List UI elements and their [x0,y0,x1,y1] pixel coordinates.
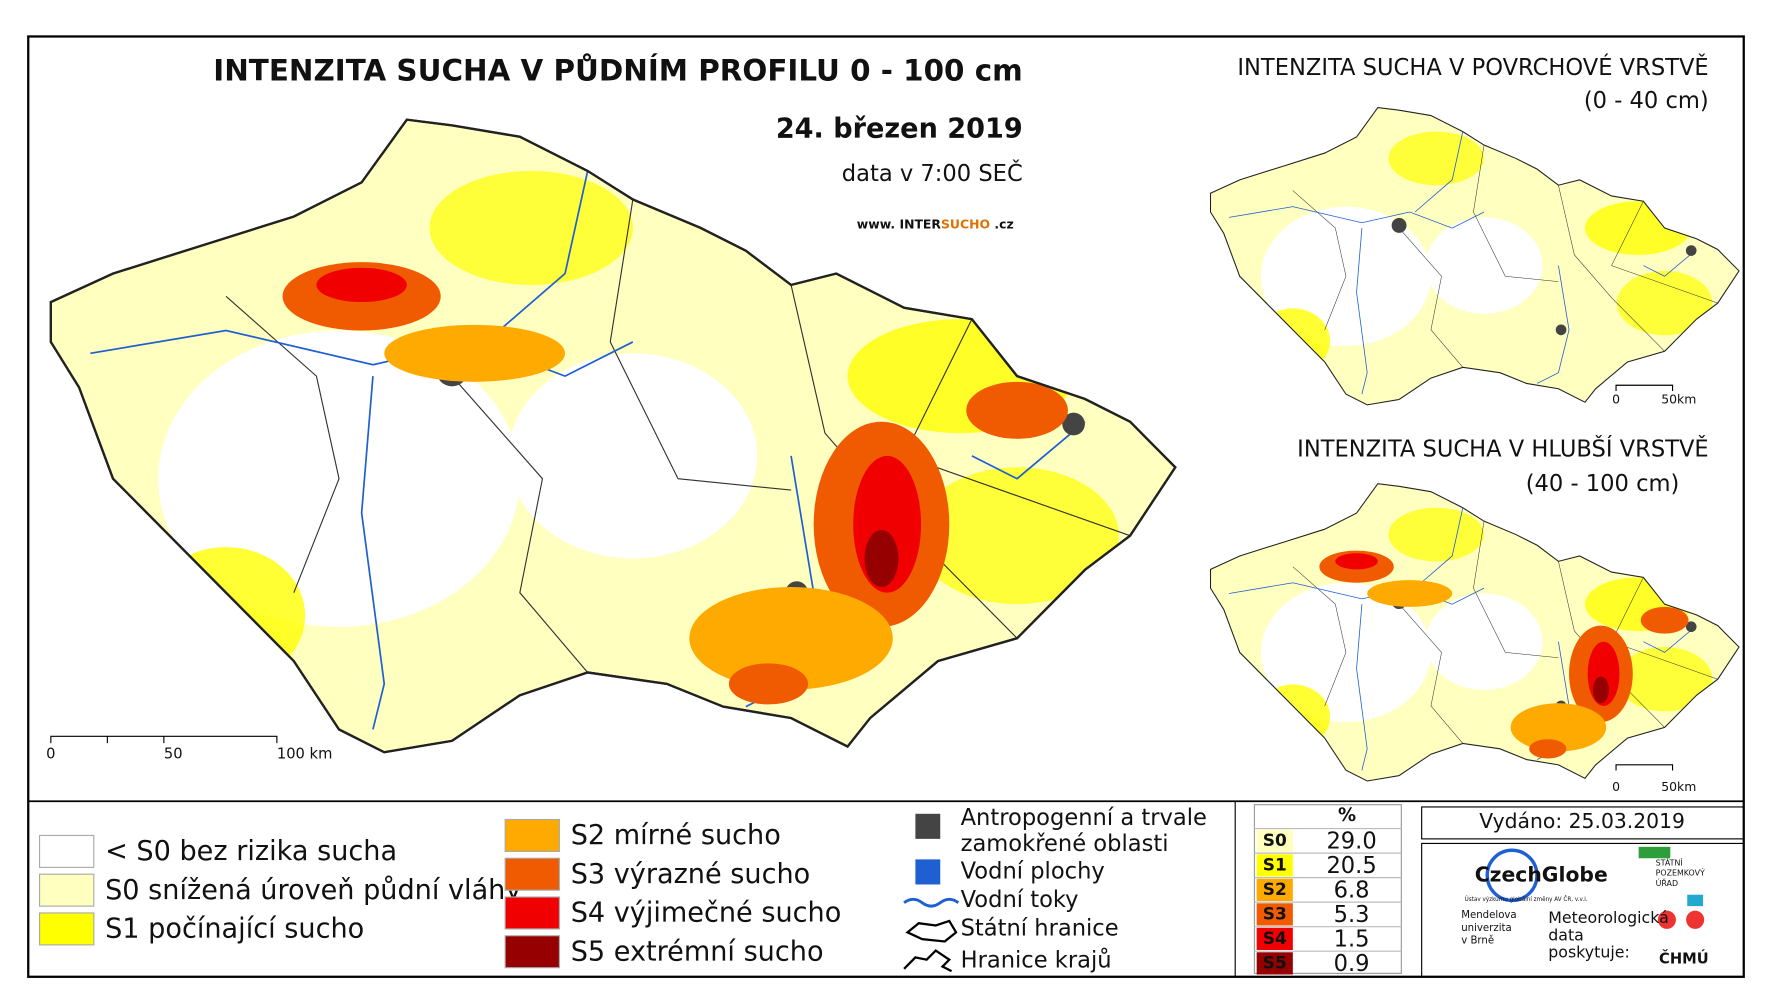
table-class-cell [1256,952,1293,975]
inset-subtitle: (40 - 100 cm) [1526,471,1680,497]
legend-label: S2 mírné sucho [571,820,781,851]
symbol-region [903,949,953,973]
symbol-water [915,859,941,885]
legend-swatch [504,935,560,969]
scale-label: 0 [1612,392,1620,407]
legend-label: Státní hranice [961,915,1119,941]
inset-title: INTENZITA SUCHA V HLUBŠÍ VRSTVĚ [1297,435,1709,463]
logo-mark [1657,910,1676,929]
table-class-cell [1256,854,1293,877]
legend-label: Hranice krajů [961,946,1112,973]
scale-label: 50km [1661,392,1696,407]
scale-label: 0 [46,745,55,762]
website-part: SUCHO [941,216,990,231]
logo-czechglobe: CzechGlobe [1475,862,1608,886]
logo-spu: POZEMKOVÝ [1656,867,1705,878]
table-percent: 0.9 [1334,951,1370,977]
legend-swatch [38,912,95,946]
table-percent: 6.8 [1334,877,1370,903]
website: www. INTERSUCHO .cz [857,216,1014,231]
scale-label: 50km [1661,779,1696,794]
scale-bar [50,735,278,744]
legend-label: zamokřené oblasti [961,831,1169,857]
table-class-cell [1256,927,1293,951]
symbol-border [905,919,958,943]
legend-label: Vodní plochy [961,858,1105,884]
table-percent: 29.0 [1326,828,1376,854]
table-frame [1253,804,1402,974]
inset-title: INTENZITA SUCHA V POVRCHOVÉ VRSTVĚ [1237,53,1708,81]
logo-spu: ÚŘAD [1656,877,1678,888]
logo-spu: STÁTNÍ [1656,856,1684,867]
table-percent: 20.5 [1326,853,1376,879]
table-class: S4 [1263,929,1287,949]
legend-swatch [38,873,95,907]
logo-mark [1485,848,1539,903]
legend-label: S5 extrémní sucho [571,936,824,967]
logo-mendelu: v Brně [1461,934,1494,946]
table-class: S0 [1263,831,1287,851]
logo-chmi-note: Meteorologická [1548,908,1669,927]
legend-label: Antropogenní a trvale [961,805,1207,831]
symbol-anthropogenic [915,813,941,839]
logo-czechglobe-sub: Ústav výzkumu globální změny AV ČR, v.v.… [1465,896,1588,903]
table-class-cell [1256,878,1293,901]
logo-mendelu: univerzita [1461,923,1512,934]
legend-label: S1 počínající sucho [105,913,364,944]
scale-bar [1615,384,1674,391]
date: 24. březen 2019 [776,113,1023,144]
inset-subtitle: (0 - 40 cm) [1584,88,1709,114]
logo-chmi-note: data [1548,925,1584,944]
logo-box [1421,842,1745,978]
table-class-cell [1256,903,1293,926]
legend-swatch [504,857,560,891]
scale-label: 50 [164,745,183,762]
legend-label: S3 výrazné sucho [571,859,811,890]
table-class-cell [1256,829,1293,852]
issued: Vydáno: 25.03.2019 [1479,809,1685,833]
logo-chmi-note: poskytuje: [1548,942,1630,961]
table-class: S1 [1263,855,1287,875]
logo-mark [1638,846,1671,859]
legend-label: Vodní toky [961,887,1079,913]
logo-chmu: ČHMÚ [1659,950,1709,968]
table-class: S5 [1263,953,1287,973]
website-part: www. INTER [857,216,942,231]
scale-label: 100 km [277,745,333,762]
data-time: data v 7:00 SEČ [842,159,1023,187]
legend-label: S4 výjimečné sucho [571,898,842,929]
legend-swatch [504,896,560,930]
website-part: .cz [990,216,1014,231]
legend-swatch [38,834,95,868]
table-percent: 5.3 [1334,902,1370,928]
table-class: S2 [1263,880,1287,900]
logo-mark [1687,894,1704,907]
table-header: % [1338,805,1356,826]
logo-mendelu: Mendelova [1461,910,1516,921]
scale-bar [1615,764,1674,771]
legend-label: < S0 bez rizika sucha [105,836,397,867]
symbol-river [903,897,960,908]
table-percent: 1.5 [1334,926,1370,952]
table-class: S3 [1263,904,1287,924]
legend-label: S0 snížená úroveň půdní vláhy [105,875,521,906]
issued-box [1421,806,1745,840]
scale-label: 0 [1612,779,1620,794]
legend-swatch [504,818,560,852]
title: INTENZITA SUCHA V PŮDNÍM PROFILU 0 - 100… [213,51,1022,87]
logo-mark [1686,910,1705,929]
